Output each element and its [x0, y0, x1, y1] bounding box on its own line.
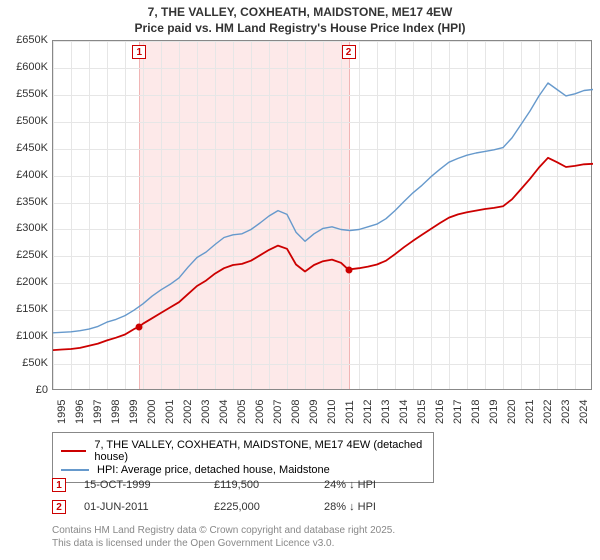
x-tick-label: 1996	[74, 400, 86, 424]
sale-dot	[136, 323, 143, 330]
x-tick-label: 2008	[290, 400, 302, 424]
sale-dot	[345, 266, 352, 273]
y-tick-label: £100K	[0, 330, 48, 342]
legend-row: 7, THE VALLEY, COXHEATH, MAIDSTONE, ME17…	[61, 439, 425, 463]
x-tick-label: 2007	[272, 400, 284, 424]
x-tick-label: 2009	[308, 400, 320, 424]
x-tick-label: 2016	[434, 400, 446, 424]
x-tick-label: 2024	[578, 400, 590, 424]
x-tick-label: 2020	[506, 400, 518, 424]
legend-row: HPI: Average price, detached house, Maid…	[61, 464, 425, 476]
sale-marker: 1	[132, 45, 146, 59]
legend-swatch	[61, 469, 89, 471]
sale-row-date: 15-OCT-1999	[84, 479, 214, 491]
subject-line	[53, 158, 593, 350]
sale-row-price: £225,000	[214, 501, 324, 513]
sale-marker: 2	[342, 45, 356, 59]
legend-swatch	[61, 450, 86, 452]
x-tick-label: 2019	[488, 400, 500, 424]
sale-row-diff: 24% ↓ HPI	[324, 479, 434, 491]
x-tick-label: 2021	[524, 400, 536, 424]
footer-note: Contains HM Land Registry data © Crown c…	[52, 524, 395, 550]
x-tick-label: 2013	[380, 400, 392, 424]
y-tick-label: £450K	[0, 142, 48, 154]
x-tick-label: 2023	[560, 400, 572, 424]
sale-row-marker: 1	[52, 478, 66, 492]
footer-line-1: Contains HM Land Registry data © Crown c…	[52, 524, 395, 537]
y-tick-label: £150K	[0, 303, 48, 315]
legend-label: HPI: Average price, detached house, Maid…	[97, 464, 330, 476]
footer-line-2: This data is licensed under the Open Gov…	[52, 537, 395, 550]
y-tick-label: £300K	[0, 222, 48, 234]
x-tick-label: 2004	[218, 400, 230, 424]
x-tick-label: 2022	[542, 400, 554, 424]
x-tick-label: 2011	[344, 400, 356, 424]
y-tick-label: £550K	[0, 88, 48, 100]
y-tick-label: £400K	[0, 169, 48, 181]
legend: 7, THE VALLEY, COXHEATH, MAIDSTONE, ME17…	[52, 432, 434, 483]
sale-row: 1 15-OCT-1999£119,50024% ↓ HPI	[52, 478, 434, 492]
y-tick-label: £600K	[0, 61, 48, 73]
y-tick-label: £650K	[0, 34, 48, 46]
title-line-1: 7, THE VALLEY, COXHEATH, MAIDSTONE, ME17…	[0, 4, 600, 20]
y-tick-label: £0	[0, 384, 48, 396]
sale-row-date: 01-JUN-2011	[84, 501, 214, 513]
x-tick-label: 2005	[236, 400, 248, 424]
x-tick-label: 1995	[56, 400, 68, 424]
sale-row-marker: 2	[52, 500, 66, 514]
chart-title: 7, THE VALLEY, COXHEATH, MAIDSTONE, ME17…	[0, 4, 600, 36]
y-tick-label: £250K	[0, 249, 48, 261]
x-tick-label: 2012	[362, 400, 374, 424]
series-svg	[53, 41, 593, 391]
x-tick-label: 2018	[470, 400, 482, 424]
x-tick-label: 2010	[326, 400, 338, 424]
x-tick-label: 2003	[200, 400, 212, 424]
sale-row: 2 01-JUN-2011£225,00028% ↓ HPI	[52, 500, 434, 514]
x-tick-label: 2006	[254, 400, 266, 424]
y-tick-label: £350K	[0, 196, 48, 208]
x-tick-label: 1999	[128, 400, 140, 424]
x-tick-label: 1997	[92, 400, 104, 424]
y-tick-label: £50K	[0, 357, 48, 369]
sale-row-price: £119,500	[214, 479, 324, 491]
x-tick-label: 2001	[164, 400, 176, 424]
plot-area: 12	[52, 40, 592, 390]
y-tick-label: £200K	[0, 276, 48, 288]
x-tick-label: 2015	[416, 400, 428, 424]
x-tick-label: 1998	[110, 400, 122, 424]
x-tick-label: 2017	[452, 400, 464, 424]
x-tick-label: 2014	[398, 400, 410, 424]
y-tick-label: £500K	[0, 115, 48, 127]
legend-label: 7, THE VALLEY, COXHEATH, MAIDSTONE, ME17…	[94, 439, 425, 463]
x-tick-label: 2000	[146, 400, 158, 424]
x-tick-label: 2002	[182, 400, 194, 424]
title-line-2: Price paid vs. HM Land Registry's House …	[0, 20, 600, 36]
sale-row-diff: 28% ↓ HPI	[324, 501, 434, 513]
hpi-line	[53, 83, 593, 333]
